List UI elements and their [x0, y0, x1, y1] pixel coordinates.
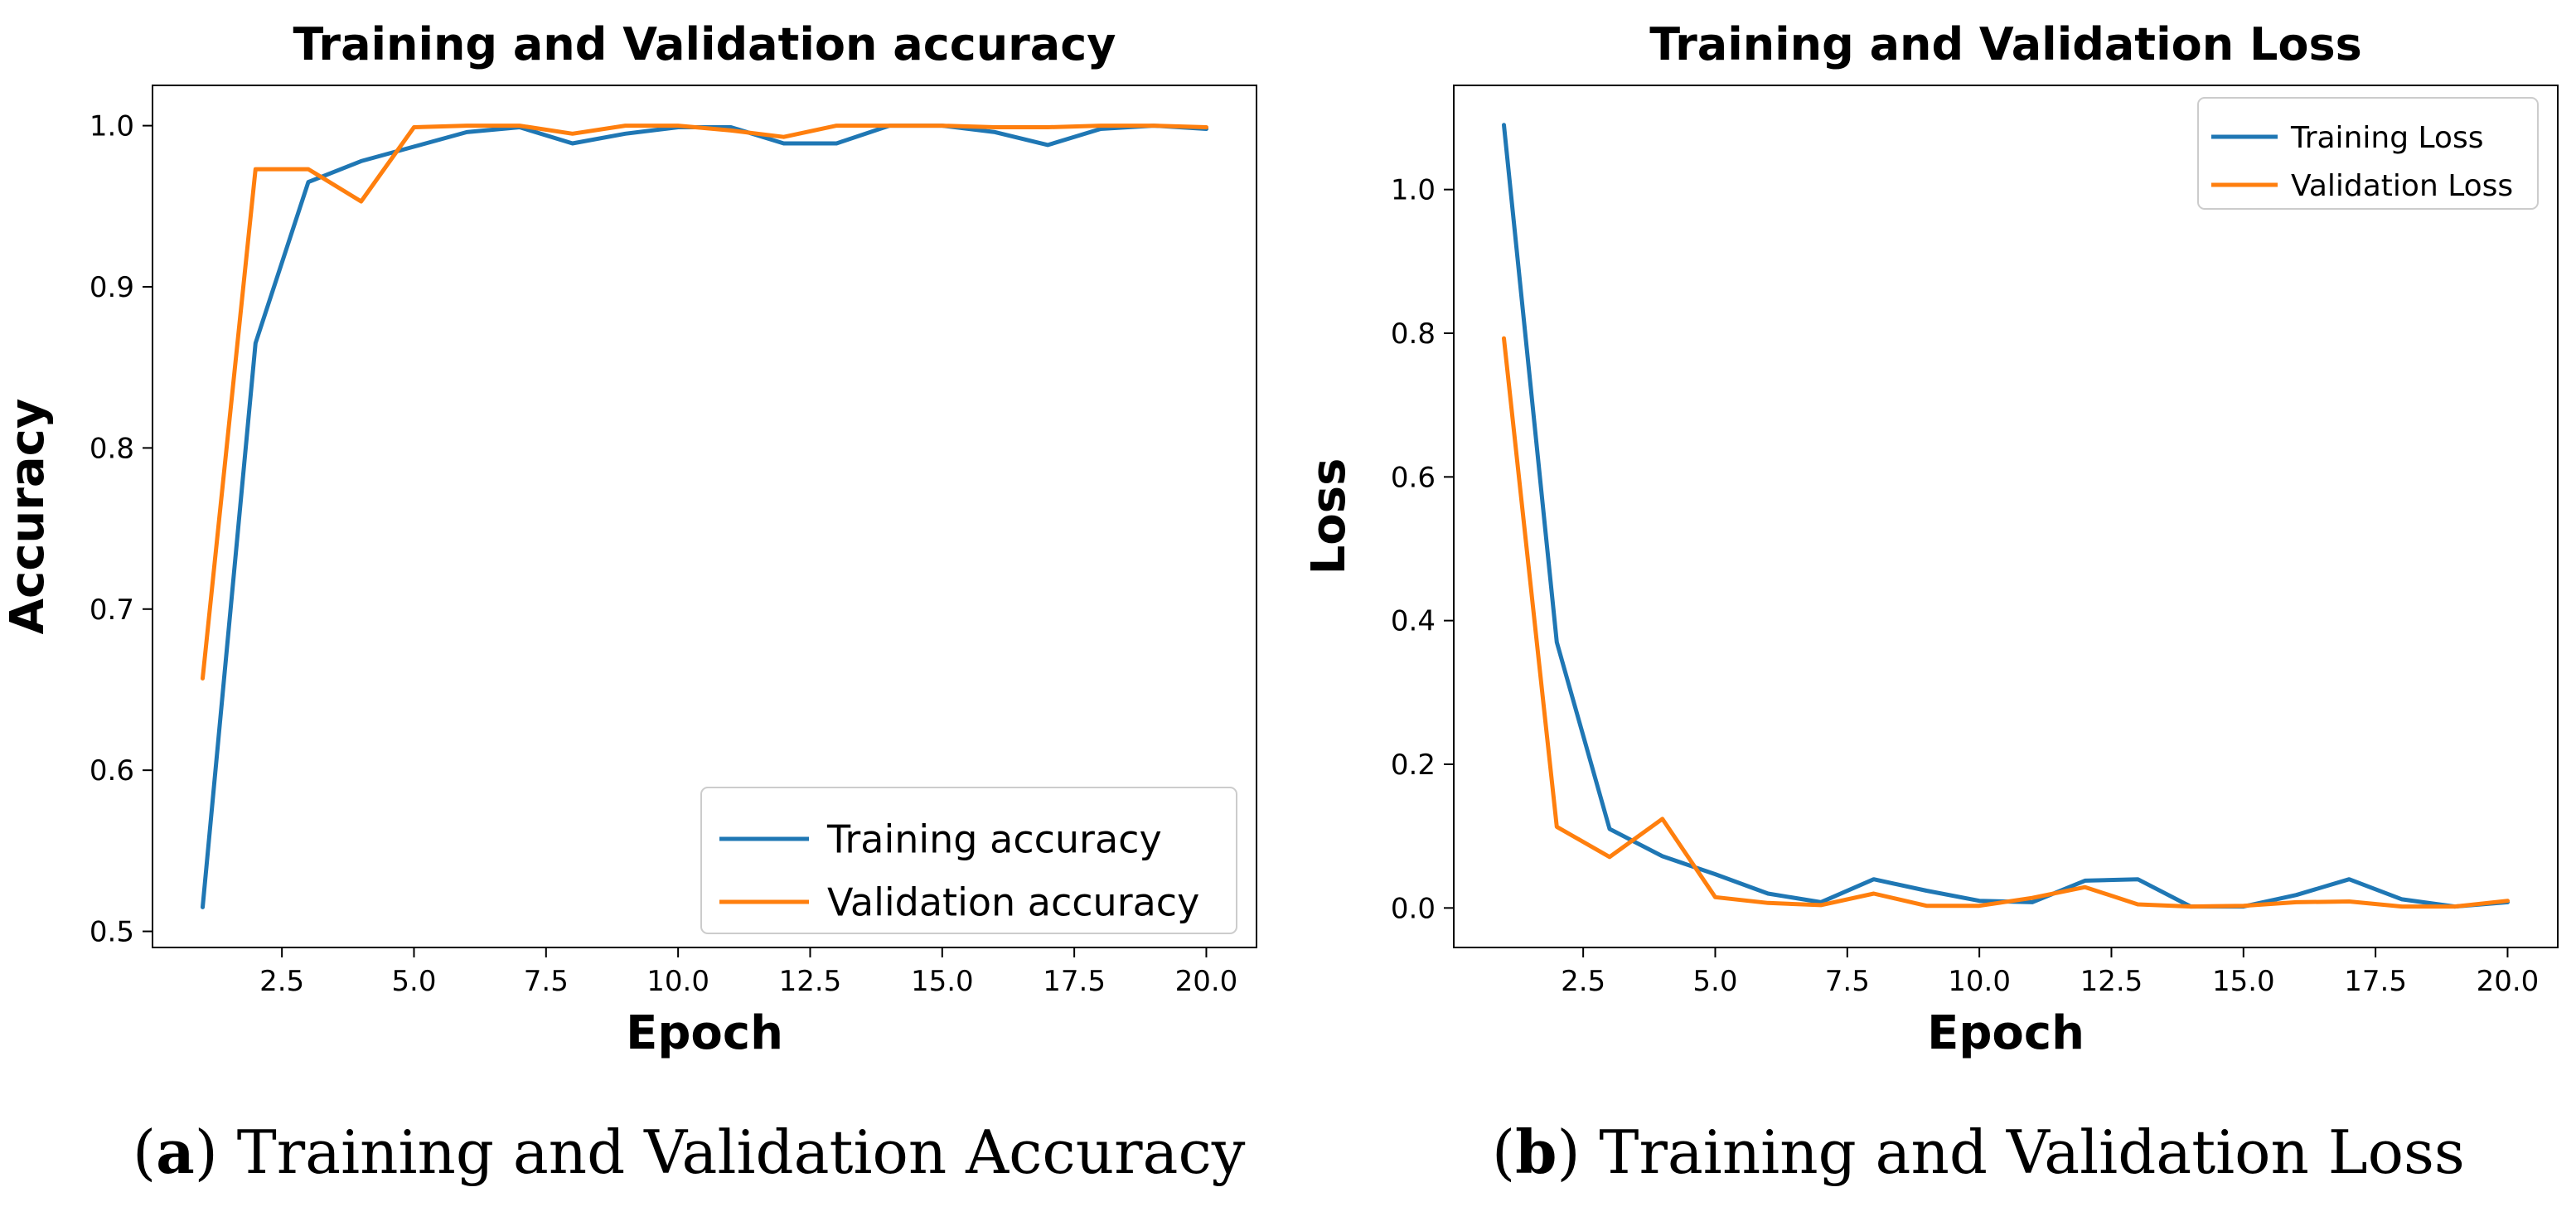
x-tick-label: 15.0: [2212, 965, 2275, 998]
legend-label: Training Loss: [2290, 121, 2483, 155]
y-tick-label: 0.0: [1391, 892, 1436, 925]
y-tick-label: 1.0: [1391, 174, 1436, 207]
chart-title: Training and Validation accuracy: [293, 18, 1116, 70]
x-tick-label: 2.5: [1561, 965, 1605, 998]
chart-loss: 2.5 5.0 7.5 10.0 12.5 15.0 17.5 20.0 0.0 0.2 0.4 0.…: [1302, 18, 2559, 1060]
chart-accuracy: 2.5 5.0 7.5 10.0 12.5 15.0 17.5 20.0 0.5 0.6 0.7 0.…: [1, 18, 1257, 1060]
caption-b: (b) Training and Validation Loss: [1492, 1117, 2465, 1187]
y-tick-label: 0.6: [1391, 461, 1436, 494]
series-line-training-loss: [1502, 123, 2510, 909]
legend-label: Training accuracy: [826, 817, 1162, 862]
caption-a-text: Training and Validation Accuracy: [217, 1117, 1246, 1187]
x-tick-label: 12.5: [2080, 965, 2143, 998]
y-tick-label: 0.6: [90, 754, 134, 787]
y-tick-label: 0.2: [1391, 749, 1436, 782]
x-tick-label: 10.0: [1948, 965, 2011, 998]
y-axis-label: Loss: [1302, 458, 1356, 575]
x-tick-label: 17.5: [2344, 965, 2407, 998]
y-tick-label: 0.5: [90, 916, 134, 949]
x-tick-label: 17.5: [1043, 965, 1106, 998]
caption-b-letter: b: [1515, 1117, 1557, 1187]
x-tick-label: 2.5: [259, 965, 304, 998]
y-tick-label: 1.0: [90, 110, 134, 143]
x-tick-label: 12.5: [779, 965, 842, 998]
caption-a: (a) Training and Validation Accuracy: [133, 1117, 1246, 1187]
chart-title: Training and Validation Loss: [1649, 18, 2362, 70]
caption-b-text: Training and Validation Loss: [1580, 1117, 2465, 1187]
x-axis-label: Epoch: [626, 1006, 783, 1060]
y-tick-label: 0.7: [90, 594, 134, 627]
legend-box: [2197, 97, 2539, 210]
x-tick-label: 10.0: [646, 965, 709, 998]
legend-label: Validation accuracy: [827, 880, 1199, 925]
x-tick-label: 5.0: [1692, 965, 1737, 998]
y-tick-label: 0.8: [1391, 317, 1436, 351]
y-tick-label: 0.4: [1391, 605, 1436, 638]
plot-frame: [152, 85, 1257, 948]
y-tick-label: 0.8: [90, 432, 134, 465]
legend-label: Validation Loss: [2291, 169, 2513, 203]
legend-box: [700, 787, 1237, 934]
plot-frame: [1453, 85, 2559, 948]
x-tick-label: 5.0: [391, 965, 436, 998]
x-tick-label: 7.5: [524, 965, 569, 998]
caption-a-letter: a: [156, 1117, 195, 1187]
legend: Training Loss Validation Loss: [2197, 97, 2539, 210]
x-axis-label: Epoch: [1927, 1006, 2085, 1060]
y-axis-label: Accuracy: [1, 399, 55, 635]
series-line-validation-accuracy: [201, 124, 1208, 681]
x-tick-label: 20.0: [1175, 965, 1238, 998]
series-line-validation-loss: [1502, 336, 2510, 909]
x-tick-label: 20.0: [2477, 965, 2540, 998]
x-tick-label: 15.0: [911, 965, 974, 998]
x-tick-label: 7.5: [1825, 965, 1870, 998]
y-tick-label: 0.9: [90, 271, 134, 304]
legend: Training accuracy Validation accuracy: [700, 787, 1237, 934]
